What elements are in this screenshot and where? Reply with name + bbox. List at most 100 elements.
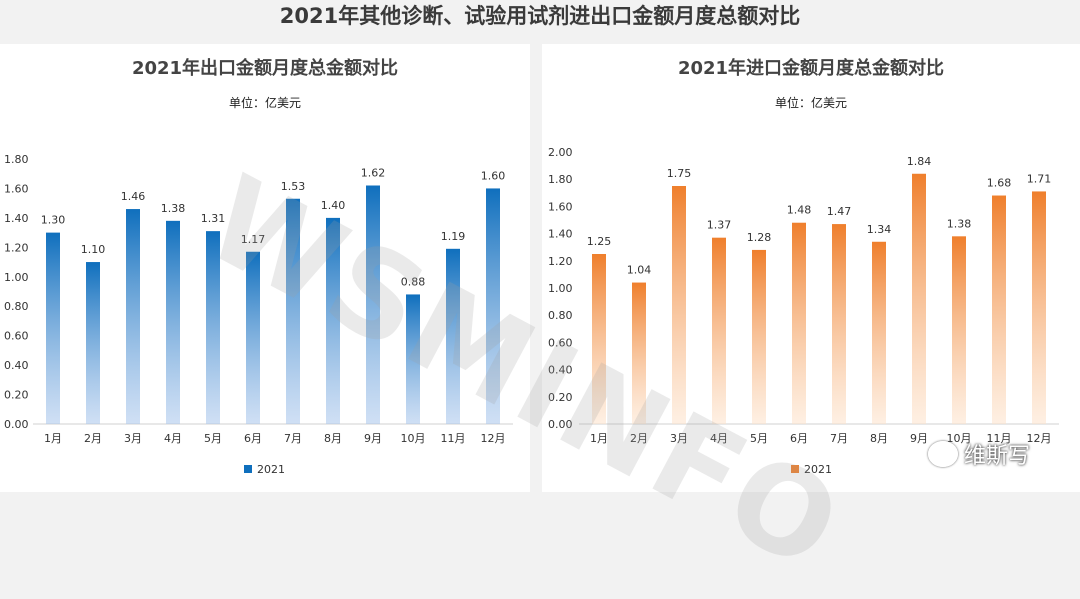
- legend-label: 2021: [804, 463, 832, 476]
- x-tick-label: 1月: [590, 432, 608, 445]
- x-tick-label: 2月: [630, 432, 648, 445]
- x-tick-label: 6月: [790, 432, 808, 445]
- brand-logo: 维斯写: [928, 436, 1030, 472]
- bar-value-label: 1.38: [947, 217, 972, 230]
- bar: [446, 248, 460, 424]
- bar-value-label: 1.48: [787, 204, 812, 217]
- x-tick-label: 3月: [124, 432, 142, 445]
- bar: [46, 232, 60, 424]
- x-tick-label: 12月: [481, 432, 506, 445]
- chart-title: 2021年出口金额月度总金额对比: [132, 57, 398, 79]
- y-tick-label: 0.40: [548, 364, 573, 377]
- page-title: 2021年其他诊断、试验用试剂进出口金额月度总额对比: [279, 4, 801, 28]
- y-tick-label: 1.00: [4, 271, 29, 284]
- y-tick-label: 1.80: [4, 153, 29, 166]
- y-tick-label: 0.20: [548, 391, 573, 404]
- bar: [166, 220, 180, 424]
- bar-value-label: 1.68: [987, 177, 1012, 190]
- y-tick-label: 0.20: [4, 389, 29, 402]
- export-chart-panel: 2021年出口金额月度总金额对比单位：亿美元 0.00 0.20 0.40 0.60 0.…: [0, 44, 530, 492]
- chart-unit-label: 单位：亿美元: [229, 95, 301, 110]
- bar: [832, 224, 846, 424]
- bar-value-label: 1.28: [747, 231, 772, 244]
- bar: [872, 241, 886, 424]
- x-tick-label: 10月: [947, 432, 972, 445]
- bar-value-label: 0.88: [401, 275, 426, 288]
- bar-value-label: 1.62: [361, 167, 386, 180]
- x-tick-label: 9月: [910, 432, 928, 445]
- bar-value-label: 1.38: [161, 202, 186, 215]
- bar: [1032, 191, 1046, 424]
- y-tick-label: 0.00: [548, 418, 573, 431]
- bar-value-label: 1.10: [81, 243, 106, 256]
- x-tick-label: 7月: [284, 432, 302, 445]
- brand-name: 维斯写: [964, 444, 1031, 469]
- y-tick-label: 1.40: [548, 228, 573, 241]
- bar: [592, 254, 606, 424]
- bar: [752, 249, 766, 424]
- x-tick-label: 8月: [870, 432, 888, 445]
- bar: [366, 185, 380, 424]
- x-tick-label: 12月: [1027, 432, 1052, 445]
- x-tick-label: 1月: [44, 432, 62, 445]
- bar-value-label: 1.40: [321, 199, 346, 212]
- x-tick-label: 7月: [830, 432, 848, 445]
- bar-value-label: 1.17: [241, 233, 266, 246]
- bar: [406, 294, 420, 424]
- x-tick-label: 11月: [441, 432, 466, 445]
- chart-unit-label: 单位：亿美元: [775, 95, 847, 110]
- bar: [712, 237, 726, 424]
- legend-swatch: [244, 465, 252, 473]
- chart-title: 2021年进口金额月度总金额对比: [678, 57, 944, 79]
- legend-label: 2021: [257, 463, 285, 476]
- bar: [326, 217, 340, 424]
- x-tick-label: 4月: [164, 432, 182, 445]
- bar-value-label: 1.30: [41, 214, 66, 227]
- chat-bubble-icon: [928, 441, 958, 467]
- y-tick-label: 1.20: [548, 255, 573, 268]
- x-tick-label: 8月: [324, 432, 342, 445]
- bar: [206, 231, 220, 424]
- y-tick-label: 0.80: [4, 300, 29, 313]
- y-tick-label: 1.20: [4, 241, 29, 254]
- bar-value-label: 1.37: [707, 219, 732, 232]
- bar-value-label: 1.53: [281, 180, 306, 193]
- y-tick-label: 0.60: [548, 336, 573, 349]
- bar: [632, 282, 646, 424]
- y-tick-label: 1.80: [548, 173, 573, 186]
- import-chart-panel: 2021年进口金额月度总金额对比单位：亿美元 0.00 0.20 0.40 0.60 0.…: [542, 44, 1080, 492]
- y-tick-label: 0.60: [4, 330, 29, 343]
- bar: [952, 236, 966, 424]
- y-tick-label: 1.60: [4, 182, 29, 195]
- bar-value-label: 1.60: [481, 169, 506, 182]
- x-tick-label: 5月: [204, 432, 222, 445]
- bar: [992, 195, 1006, 424]
- bar-value-label: 1.04: [627, 264, 652, 277]
- bar: [86, 262, 100, 424]
- y-tick-label: 1.60: [548, 200, 573, 213]
- y-tick-label: 0.80: [548, 309, 573, 322]
- bar: [126, 209, 140, 424]
- bar-value-label: 1.75: [667, 167, 692, 180]
- bar-value-label: 1.34: [867, 223, 892, 236]
- bar: [672, 186, 686, 424]
- bar: [912, 173, 926, 424]
- legend-swatch: [791, 465, 799, 473]
- bar: [792, 222, 806, 424]
- y-tick-label: 1.40: [4, 212, 29, 225]
- x-tick-label: 2月: [84, 432, 102, 445]
- x-tick-label: 6月: [244, 432, 262, 445]
- x-tick-label: 10月: [401, 432, 426, 445]
- y-tick-label: 0.40: [4, 359, 29, 372]
- bar: [246, 251, 260, 424]
- y-tick-label: 2.00: [548, 146, 573, 159]
- y-tick-label: 1.00: [548, 282, 573, 295]
- bar-value-label: 1.47: [827, 205, 852, 218]
- y-tick-label: 0.00: [4, 418, 29, 431]
- bar-value-label: 1.46: [121, 190, 146, 203]
- bar-value-label: 1.31: [201, 212, 226, 225]
- bar: [286, 198, 300, 424]
- bar: [486, 188, 500, 424]
